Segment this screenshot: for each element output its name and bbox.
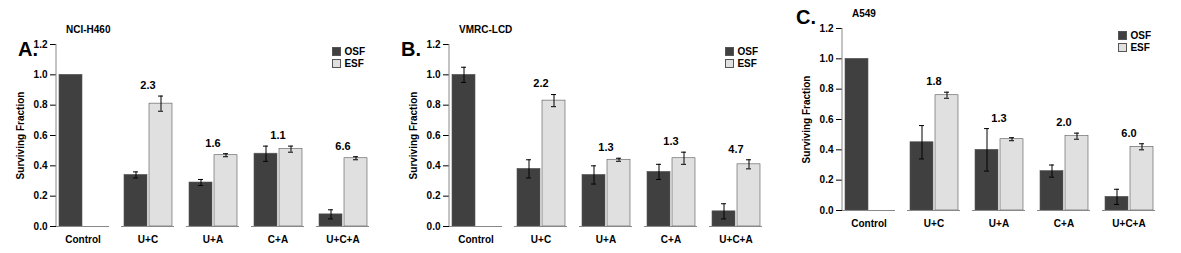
- svg-text:0.6: 0.6: [427, 130, 441, 141]
- svg-text:0.2: 0.2: [427, 190, 441, 201]
- svg-text:C+A: C+A: [1054, 218, 1074, 229]
- svg-text:U+C+A: U+C+A: [1112, 218, 1145, 229]
- svg-text:U+C+A: U+C+A: [326, 234, 359, 245]
- svg-text:Surviving Fraction: Surviving Fraction: [408, 92, 419, 180]
- svg-text:4.7: 4.7: [728, 143, 743, 155]
- svg-text:U+C: U+C: [138, 234, 158, 245]
- svg-text:1.2: 1.2: [427, 39, 441, 50]
- svg-text:0.4: 0.4: [34, 160, 48, 171]
- svg-text:U+C+A: U+C+A: [719, 234, 752, 245]
- svg-text:6.0: 6.0: [1121, 127, 1136, 139]
- svg-text:U+C: U+C: [924, 218, 944, 229]
- svg-text:U+C: U+C: [531, 234, 551, 245]
- svg-text:1.8: 1.8: [926, 75, 941, 87]
- svg-text:Surviving Fraction: Surviving Fraction: [15, 92, 26, 180]
- svg-text:1.1: 1.1: [270, 129, 285, 141]
- svg-text:1.0: 1.0: [427, 69, 441, 80]
- svg-text:C+A: C+A: [661, 234, 681, 245]
- svg-text:0.6: 0.6: [34, 130, 48, 141]
- svg-text:0.6: 0.6: [820, 114, 834, 125]
- svg-text:0.8: 0.8: [34, 99, 48, 110]
- svg-text:U+A: U+A: [596, 234, 616, 245]
- svg-text:1.2: 1.2: [820, 23, 834, 34]
- svg-text:1.3: 1.3: [598, 141, 613, 153]
- svg-text:Control: Control: [65, 234, 101, 245]
- svg-text:1.3: 1.3: [663, 135, 678, 147]
- svg-text:1.3: 1.3: [991, 112, 1006, 124]
- svg-text:0.0: 0.0: [34, 221, 48, 232]
- svg-text:2.3: 2.3: [140, 79, 155, 91]
- svg-text:1.0: 1.0: [820, 53, 834, 64]
- svg-text:0.0: 0.0: [820, 205, 834, 216]
- svg-text:U+A: U+A: [203, 234, 223, 245]
- svg-text:1.0: 1.0: [34, 69, 48, 80]
- svg-text:0.2: 0.2: [34, 190, 48, 201]
- svg-text:0.8: 0.8: [427, 99, 441, 110]
- svg-text:0.4: 0.4: [427, 160, 441, 171]
- svg-text:0.8: 0.8: [820, 83, 834, 94]
- svg-text:Surviving Fraction: Surviving Fraction: [801, 76, 812, 164]
- svg-text:2.0: 2.0: [1056, 116, 1071, 128]
- svg-text:2.2: 2.2: [533, 77, 548, 89]
- svg-text:0.4: 0.4: [820, 144, 834, 155]
- svg-text:U+A: U+A: [989, 218, 1009, 229]
- svg-text:Control: Control: [851, 218, 887, 229]
- svg-text:1.6: 1.6: [205, 137, 220, 149]
- svg-text:C+A: C+A: [268, 234, 288, 245]
- svg-text:Control: Control: [458, 234, 494, 245]
- svg-text:0.0: 0.0: [427, 221, 441, 232]
- svg-text:0.2: 0.2: [820, 174, 834, 185]
- svg-text:6.6: 6.6: [335, 140, 350, 152]
